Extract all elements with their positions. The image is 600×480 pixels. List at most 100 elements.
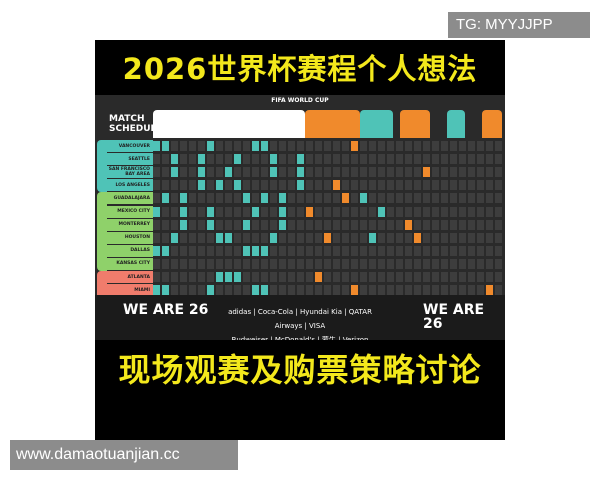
match-cell (198, 219, 205, 230)
match-cell (324, 258, 331, 269)
match-cell (189, 167, 196, 178)
match-cell (297, 180, 304, 191)
match-cell (243, 219, 250, 230)
match-cell (216, 193, 223, 204)
match-cell (459, 141, 466, 151)
match-cell (279, 285, 286, 296)
match-cell (216, 167, 223, 178)
match-cell (486, 245, 493, 256)
match-cell (441, 285, 448, 296)
match-cell (396, 193, 403, 204)
match-cell (396, 232, 403, 243)
match-cell (441, 258, 448, 269)
match-cell (171, 232, 178, 243)
match-cell (270, 206, 277, 217)
match-cell (189, 285, 196, 296)
match-cell (198, 206, 205, 217)
match-cell (243, 206, 250, 217)
match-cell (315, 285, 322, 296)
match-cell (351, 167, 358, 178)
match-cell (261, 258, 268, 269)
match-cell (153, 258, 160, 269)
match-cell (171, 219, 178, 230)
match-cell (450, 193, 457, 204)
match-cell (270, 180, 277, 191)
match-cell (387, 219, 394, 230)
match-cell (207, 272, 214, 282)
match-cell (459, 180, 466, 191)
match-cell (234, 219, 241, 230)
match-cell (261, 285, 268, 296)
match-cell (315, 180, 322, 191)
group-stage-header (153, 110, 305, 138)
match-cell (306, 258, 313, 269)
city-label: HOUSTON (107, 231, 153, 244)
match-cell (414, 285, 421, 296)
match-cell (306, 272, 313, 282)
match-cell (279, 167, 286, 178)
match-cell (252, 285, 259, 296)
match-cell (342, 258, 349, 269)
match-cell (189, 154, 196, 165)
match-cell (162, 245, 169, 256)
match-cell (486, 180, 493, 191)
match-cell (486, 154, 493, 165)
match-cell (477, 258, 484, 269)
match-cell (450, 272, 457, 282)
match-cell (351, 206, 358, 217)
match-cell (423, 167, 430, 178)
match-cell (441, 193, 448, 204)
match-cell (378, 154, 385, 165)
match-cell (414, 245, 421, 256)
match-cell (225, 141, 232, 151)
match-cell (396, 285, 403, 296)
match-cell (432, 272, 439, 282)
match-cell (315, 245, 322, 256)
board-title: FIFA WORLD CUP (271, 97, 329, 104)
match-cell (369, 206, 376, 217)
match-cell (342, 193, 349, 204)
match-cell (333, 245, 340, 256)
match-cell (234, 232, 241, 243)
match-cell (198, 141, 205, 151)
match-cell (450, 180, 457, 191)
match-cell (306, 141, 313, 151)
match-cell (171, 141, 178, 151)
match-cell (180, 141, 187, 151)
match-cell (216, 258, 223, 269)
match-cell (252, 154, 259, 165)
match-cell (333, 258, 340, 269)
match-cell (162, 141, 169, 151)
match-cell (261, 245, 268, 256)
match-cell (360, 232, 367, 243)
match-cell (351, 258, 358, 269)
match-cell (261, 219, 268, 230)
match-cell (450, 258, 457, 269)
match-cell (405, 167, 412, 178)
sponsors-row-1: adidas | Coca-Cola | Hyundai Kia | QATAR… (228, 308, 372, 330)
match-cell (270, 219, 277, 230)
match-cell (414, 206, 421, 217)
match-cell (153, 193, 160, 204)
match-cell (180, 219, 187, 230)
match-cell (261, 232, 268, 243)
match-cell (180, 180, 187, 191)
match-cell (342, 167, 349, 178)
match-cell (387, 258, 394, 269)
match-cell (468, 232, 475, 243)
match-cell (306, 180, 313, 191)
match-cell (153, 154, 160, 165)
match-cell (450, 219, 457, 230)
match-cell (171, 258, 178, 269)
match-cell (477, 206, 484, 217)
match-cell (153, 245, 160, 256)
match-cell (369, 167, 376, 178)
match-cell (234, 258, 241, 269)
poster-image: 2026世界杯赛程个人想法 FIFA WORLD CUP MATCH SCHED… (95, 40, 505, 440)
match-cell (288, 258, 295, 269)
match-cell (369, 154, 376, 165)
match-cell (486, 141, 493, 151)
poster-caption: 现场观赛及购票策略讨论 (95, 340, 505, 440)
match-cell (414, 232, 421, 243)
match-cell (396, 154, 403, 165)
